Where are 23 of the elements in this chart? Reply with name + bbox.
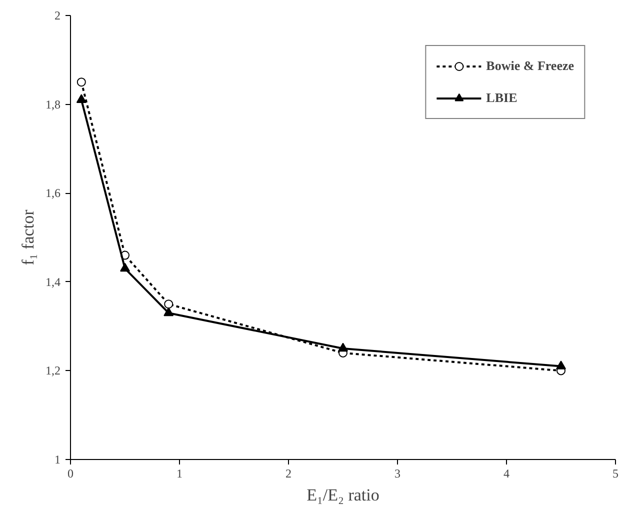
y-tick-label: 1,2: [46, 364, 60, 378]
point: [338, 342, 348, 352]
point: [76, 78, 86, 87]
legend-label: LBIE: [486, 90, 518, 106]
x-tick-label: 4: [504, 466, 510, 480]
y-tick-label: 1,6: [46, 186, 60, 200]
x-tick-label: 1: [176, 466, 182, 480]
y-tick-label: 1: [54, 452, 60, 466]
x-tick-label: 3: [394, 466, 400, 480]
y-tick-label: 1,8: [46, 97, 60, 112]
point: [164, 300, 174, 309]
x-tick-label: 0: [68, 466, 74, 480]
x-axis-title: E₁/E₂ ratio: [306, 486, 380, 504]
x-tick-label: 5: [612, 466, 618, 480]
point: [120, 262, 130, 272]
point: [164, 307, 174, 316]
point: [76, 94, 86, 103]
y-axis-title: f₁ factor: [18, 209, 38, 266]
legend-label: Bowie & Freeze: [486, 58, 574, 74]
point: [556, 360, 566, 370]
y-tick-label: 1,4: [46, 274, 60, 289]
y-tick-label: 2: [54, 8, 60, 22]
x-tick-label: 2: [286, 466, 292, 480]
